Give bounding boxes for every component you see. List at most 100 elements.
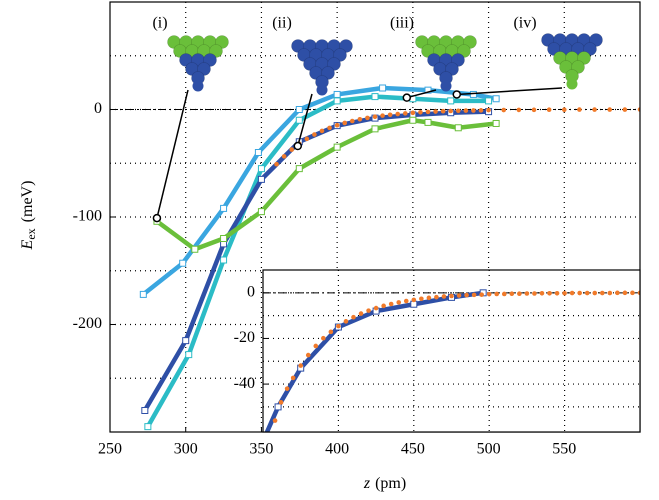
data-point bbox=[342, 120, 348, 126]
annotation-label: (ii) bbox=[272, 15, 292, 32]
data-point bbox=[379, 84, 387, 92]
data-point bbox=[492, 119, 500, 127]
data-point bbox=[607, 290, 613, 296]
data-point bbox=[546, 107, 552, 113]
data-point bbox=[257, 208, 265, 216]
annotation-point bbox=[293, 141, 303, 151]
data-point bbox=[577, 107, 582, 112]
data-point bbox=[343, 319, 349, 324]
data-point bbox=[485, 97, 493, 105]
y-tick-label: 0 bbox=[94, 100, 102, 117]
data-point bbox=[327, 125, 332, 131]
data-point bbox=[387, 112, 393, 118]
data-point bbox=[426, 295, 432, 301]
data-point bbox=[220, 204, 228, 212]
data-point bbox=[479, 292, 484, 297]
data-point bbox=[321, 335, 326, 341]
data-point bbox=[185, 351, 193, 359]
data-point bbox=[395, 111, 401, 117]
series-layer bbox=[139, 84, 640, 431]
data-point bbox=[371, 125, 379, 133]
data-point bbox=[554, 290, 560, 296]
data-point bbox=[371, 93, 379, 101]
data-point bbox=[274, 403, 282, 411]
atom bbox=[566, 78, 578, 90]
data-point bbox=[448, 108, 454, 114]
data-point bbox=[254, 149, 262, 156]
data-point bbox=[388, 301, 394, 307]
data-point bbox=[365, 115, 370, 121]
data-point bbox=[290, 375, 296, 381]
data-point bbox=[402, 111, 408, 116]
data-point bbox=[532, 291, 537, 296]
leader-line bbox=[297, 93, 313, 147]
data-point bbox=[440, 108, 446, 114]
y-label-subscript: ex bbox=[24, 228, 38, 239]
data-point bbox=[449, 293, 454, 299]
y-tick-label: -20 bbox=[234, 329, 255, 346]
y-label-unit: (meV) bbox=[19, 181, 36, 223]
leader-line bbox=[456, 87, 563, 96]
data-point bbox=[349, 118, 355, 124]
data-point bbox=[295, 116, 303, 124]
data-point bbox=[607, 107, 613, 112]
x-tick-label: 550 bbox=[552, 441, 576, 458]
data-point bbox=[424, 86, 432, 94]
data-point bbox=[141, 407, 149, 414]
data-point bbox=[622, 290, 628, 296]
leader-line bbox=[406, 89, 437, 99]
annotation-point bbox=[152, 213, 162, 223]
atom bbox=[192, 80, 204, 92]
data-point bbox=[539, 290, 545, 296]
data-point bbox=[509, 291, 515, 297]
data-point bbox=[434, 294, 439, 300]
molecule-icon bbox=[541, 33, 603, 90]
molecule-icon bbox=[415, 35, 477, 92]
data-point bbox=[561, 107, 567, 113]
data-point bbox=[220, 256, 228, 264]
series-layer bbox=[264, 289, 640, 432]
data-point bbox=[454, 124, 462, 132]
data-point bbox=[357, 116, 363, 122]
data-point bbox=[471, 108, 476, 113]
data-point bbox=[328, 329, 334, 335]
data-point bbox=[334, 122, 340, 128]
data-point bbox=[312, 132, 317, 137]
data-point bbox=[531, 107, 537, 113]
data-point bbox=[274, 161, 279, 167]
leader-line bbox=[156, 89, 189, 219]
atom bbox=[440, 80, 452, 92]
x-tick-label: 400 bbox=[325, 441, 349, 458]
data-point bbox=[220, 235, 228, 242]
x-tick-label: 250 bbox=[98, 441, 122, 458]
series-line bbox=[145, 94, 489, 428]
data-point bbox=[622, 107, 628, 112]
data-point bbox=[410, 110, 416, 116]
x-tick-label: 450 bbox=[401, 441, 425, 458]
data-point bbox=[418, 109, 423, 115]
data-point bbox=[562, 290, 567, 296]
data-point bbox=[492, 95, 500, 103]
x-tick-label: 300 bbox=[174, 441, 198, 458]
molecule-icon bbox=[167, 35, 229, 92]
data-point bbox=[569, 290, 575, 296]
x-label-unit: (pm) bbox=[375, 475, 406, 492]
data-point bbox=[373, 305, 379, 311]
data-point bbox=[305, 352, 311, 358]
data-point bbox=[577, 290, 582, 296]
y-tick-label: -40 bbox=[234, 375, 255, 392]
data-point bbox=[278, 400, 284, 405]
data-point bbox=[469, 90, 477, 98]
data-point bbox=[281, 154, 287, 159]
data-point bbox=[284, 386, 290, 391]
data-point bbox=[592, 290, 598, 296]
x-tick-label: 500 bbox=[477, 441, 501, 458]
data-point bbox=[313, 343, 319, 349]
data-point bbox=[486, 107, 491, 113]
data-point bbox=[381, 303, 386, 309]
data-point bbox=[547, 290, 552, 296]
data-point bbox=[257, 175, 265, 183]
data-point bbox=[336, 323, 341, 329]
data-point bbox=[411, 297, 417, 303]
data-point bbox=[182, 337, 190, 345]
